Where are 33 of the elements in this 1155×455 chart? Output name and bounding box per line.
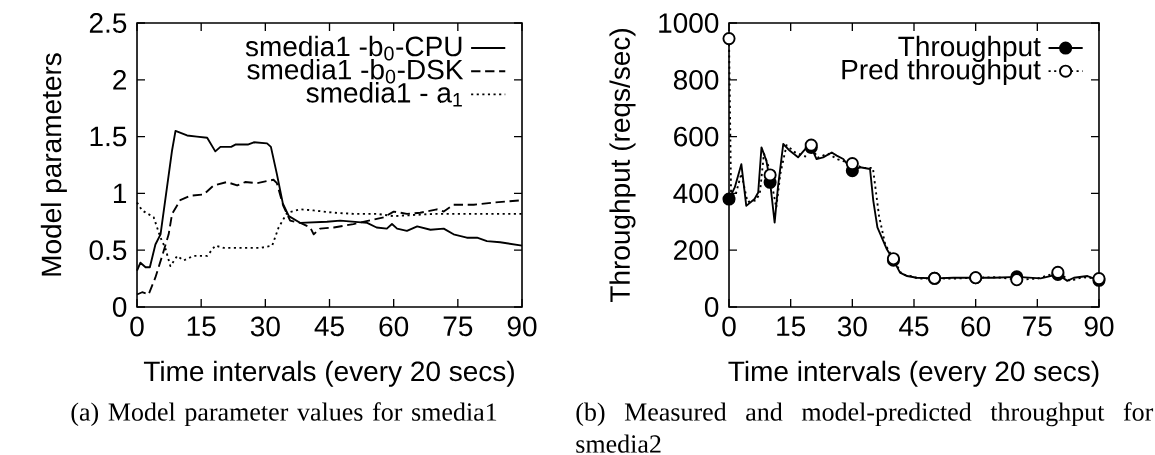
x-tick-label: 60 [961,316,991,337]
x-tick-label: 0 [722,316,736,337]
x-tick-label: 75 [443,316,473,337]
y-axis-title: Throughput (reqs/sec) [609,29,636,303]
x-axis-title: Time intervals (every 20 secs) [143,360,514,387]
y-tick-label: 2.5 [89,13,127,33]
x-tick-label: 75 [1023,316,1052,337]
y-tick-label: 0 [112,297,127,317]
legend-label: smedia1 - a$_{1}$ [306,82,462,107]
y-axis-title: Model parameters [40,53,67,276]
x-tick-label: 30 [250,316,280,337]
y-tick-label: 0 [704,297,719,317]
x-tick-label: 45 [314,316,344,337]
y-tick-label: 0.5 [89,240,127,261]
text: (b) Measured and model-predicted throughput for smedia2 [576,402,1154,453]
y-tick-label: 800 [673,69,719,90]
text: (a) Model parameter values for smedia1 [71,402,497,427]
x-tick-label: 15 [777,316,806,337]
x-tick-label: 30 [837,316,867,337]
y-tick-label: 1 [113,183,127,204]
x-tick-label: 60 [379,316,409,337]
y-tick-label: 400 [673,183,719,204]
y-tick-label: 1000 [659,13,719,33]
x-tick-label: 90 [1084,316,1114,337]
x-axis-title: Time intervals (every 20 secs) [728,360,1099,387]
x-tick-label: 45 [899,316,929,337]
y-tick-label: 2 [113,70,126,90]
x-tick-label: 0 [130,316,144,337]
y-tick-label: 600 [674,126,719,147]
x-tick-label: 90 [507,316,537,337]
y-tick-label: 200 [674,240,719,261]
y-tick-label: 1.5 [90,126,127,147]
x-tick-label: 15 [187,316,216,337]
